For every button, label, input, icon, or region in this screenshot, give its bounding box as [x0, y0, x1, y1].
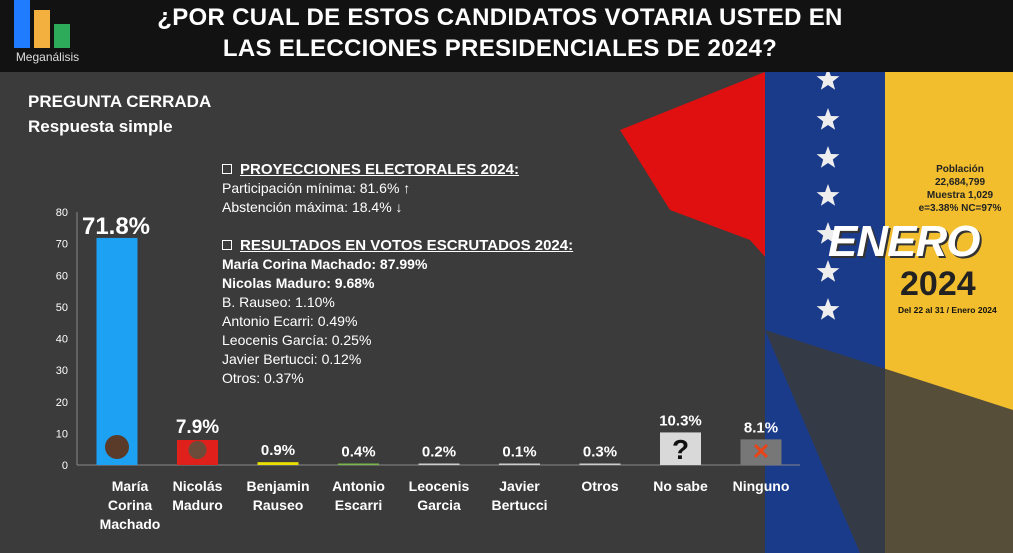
data-label: 7.9%	[176, 417, 219, 438]
x-tick-label: Bertucci	[491, 497, 547, 513]
flag-stars	[816, 68, 840, 320]
y-tick-label: 70	[56, 239, 68, 251]
bar	[96, 237, 138, 465]
data-label: 10.3%	[659, 412, 702, 429]
y-tick-label: 40	[56, 334, 68, 346]
star-icon	[816, 298, 840, 320]
data-label: 0.3%	[583, 444, 617, 461]
candidate-photo	[105, 435, 129, 459]
bar	[660, 432, 701, 465]
venezuela-flag-background	[590, 0, 1013, 553]
bar	[257, 462, 299, 465]
x-tick-label: Rauseo	[253, 497, 304, 513]
data-label: 0.4%	[341, 444, 375, 461]
abstention-line: Abstención máxima: 18.4% ↓	[222, 199, 403, 215]
y-tick-label: 30	[56, 365, 68, 377]
logo-text: Meganálisis	[15, 50, 80, 64]
x-tick-label: Maduro	[172, 497, 223, 513]
star-icon	[816, 68, 840, 90]
x-tick-label: María	[112, 478, 149, 494]
survey-stats: Población 22,684,799 Muestra 1,029 e=3.38% …	[918, 164, 1002, 214]
question-type: PREGUNTA CERRADA Respuesta simple	[28, 92, 212, 136]
data-label: 71.8%	[82, 213, 150, 240]
result-line: B. Rauseo: 1.10%	[222, 294, 335, 310]
data-label: 8.1%	[744, 419, 778, 436]
result-line: Antonio Ecarri: 0.49%	[222, 313, 358, 329]
bar	[579, 463, 621, 465]
star-icon	[816, 108, 840, 130]
data-label: 0.2%	[422, 444, 456, 461]
x-tick-label: Ninguno	[733, 478, 790, 494]
y-tick-label: 0	[62, 460, 68, 472]
y-tick-label: 10	[56, 428, 68, 440]
x-icon: ✕	[752, 439, 770, 464]
result-line: Nicolas Maduro: 9.68%	[222, 275, 375, 291]
x-tick-label: Otros	[581, 478, 619, 494]
x-tick-label: Nicolás	[173, 478, 223, 494]
result-line: María Corina Machado: 87.99%	[222, 256, 428, 272]
x-tick-label: Garcia	[417, 497, 461, 513]
x-tick-label: Escarri	[335, 497, 382, 513]
y-tick-label: 60	[56, 270, 68, 282]
data-label: 0.9%	[261, 442, 295, 459]
y-tick-label: 50	[56, 302, 68, 314]
results-heading: RESULTADOS EN VOTOS ESCRUTADOS 2024:	[240, 237, 574, 254]
year-label: 2024	[900, 265, 976, 303]
x-tick-label: No sabe	[653, 478, 708, 494]
star-icon	[816, 146, 840, 168]
x-tick-label: Javier	[499, 478, 540, 494]
survey-dates: Del 22 al 31 / Enero 2024	[898, 305, 997, 315]
header-bar: Meganálisis ¿POR CUAL DE ESTOS CANDIDATO…	[0, 0, 1013, 72]
bar	[740, 439, 782, 465]
participation-line: Participación mínima: 81.6% ↑	[222, 180, 411, 196]
question-icon: ?	[672, 434, 689, 465]
x-tick-label: Machado	[100, 516, 161, 532]
star-icon	[816, 260, 840, 282]
bar	[499, 463, 540, 465]
result-line: Leocenis García: 0.25%	[222, 332, 372, 348]
result-line: Javier Bertucci: 0.12%	[222, 351, 362, 367]
month-label: ENERO	[828, 217, 980, 266]
x-tick-label: Antonio	[332, 478, 385, 494]
star-icon	[816, 184, 840, 206]
x-tick-label: Corina	[108, 497, 153, 513]
y-tick-label: 20	[56, 397, 68, 409]
projections-heading: PROYECCIONES ELECTORALES 2024:	[240, 161, 519, 178]
data-label: 0.1%	[502, 444, 536, 461]
x-tick-label: Leocenis	[409, 478, 470, 494]
page-title: ¿POR CUAL DE ESTOS CANDIDATOS VOTARIA US…	[157, 4, 843, 62]
x-tick-label: Benjamin	[246, 478, 309, 494]
star-icon	[816, 222, 840, 244]
meganalisis-logo: Meganálisis	[10, 0, 80, 66]
bar	[418, 463, 460, 465]
result-line: Otros: 0.37%	[222, 370, 304, 386]
bar	[338, 463, 379, 465]
y-tick-label: 80	[56, 207, 68, 219]
projections-panel: PROYECCIONES ELECTORALES 2024: Participa…	[222, 160, 573, 388]
candidate-photo	[188, 441, 207, 459]
